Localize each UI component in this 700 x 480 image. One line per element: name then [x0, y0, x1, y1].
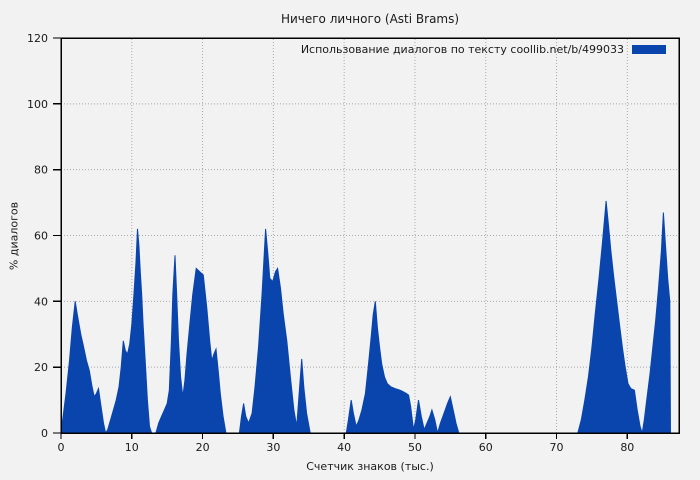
legend: Использование диалогов по тексту coollib… [0, 42, 666, 56]
chart-title: Ничего личного (Asti Brams) [280, 12, 460, 26]
y-tick-label: 100 [27, 98, 48, 111]
y-tick-label: 40 [34, 295, 48, 308]
x-tick-label: 20 [196, 441, 210, 454]
x-tick-label: 60 [479, 441, 493, 454]
legend-label: Использование диалогов по тексту coollib… [300, 42, 624, 56]
data-series-area [60, 200, 672, 435]
legend-swatch [632, 44, 666, 54]
y-tick-label: 80 [34, 164, 48, 177]
x-tick-label: 80 [620, 441, 634, 454]
x-tick-label: 30 [266, 441, 280, 454]
y-tick-label: 120 [27, 32, 48, 45]
y-tick-label: 0 [41, 427, 48, 440]
x-tick-label: 10 [125, 441, 139, 454]
x-axis-label: Счетчик знаков (тыс.) [306, 460, 434, 473]
x-tick-label: 40 [337, 441, 351, 454]
y-tick-label: 20 [34, 361, 48, 374]
x-tick-label: 50 [408, 441, 422, 454]
x-tick-label: 0 [58, 441, 65, 454]
x-tick-label: 70 [550, 441, 564, 454]
y-tick-label: 60 [34, 230, 48, 243]
